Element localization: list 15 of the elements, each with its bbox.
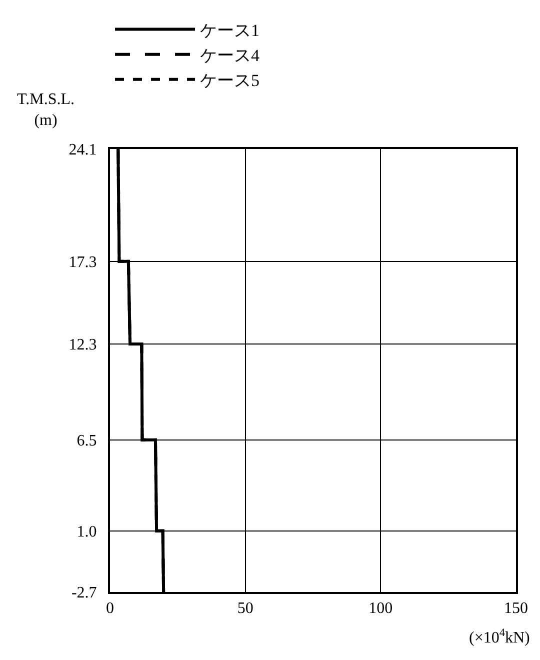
y-tick-label: 6.5 bbox=[76, 432, 97, 450]
x-tick-label: 0 bbox=[106, 600, 114, 618]
y-tick-label: 17.3 bbox=[68, 254, 97, 271]
legend-label: ケース5 bbox=[200, 71, 260, 90]
y-axis-title: T.M.S.L. (m) bbox=[17, 91, 74, 129]
y-tick-label: 1.0 bbox=[76, 523, 97, 540]
x-axis-title: (×10$^{4}$kN) bbox=[469, 627, 530, 647]
y-tick-label: 24.1 bbox=[68, 142, 97, 159]
legend-label: ケース4 bbox=[200, 46, 260, 65]
y-tick-label: 12.3 bbox=[68, 336, 97, 354]
legend-label: ケース1 bbox=[200, 20, 260, 40]
x-tick-label: 100 bbox=[368, 600, 393, 618]
y-tick-label: -2.7 bbox=[71, 584, 97, 602]
x-tick-label: 150 bbox=[504, 600, 528, 618]
x-tick-label: 50 bbox=[237, 600, 254, 618]
